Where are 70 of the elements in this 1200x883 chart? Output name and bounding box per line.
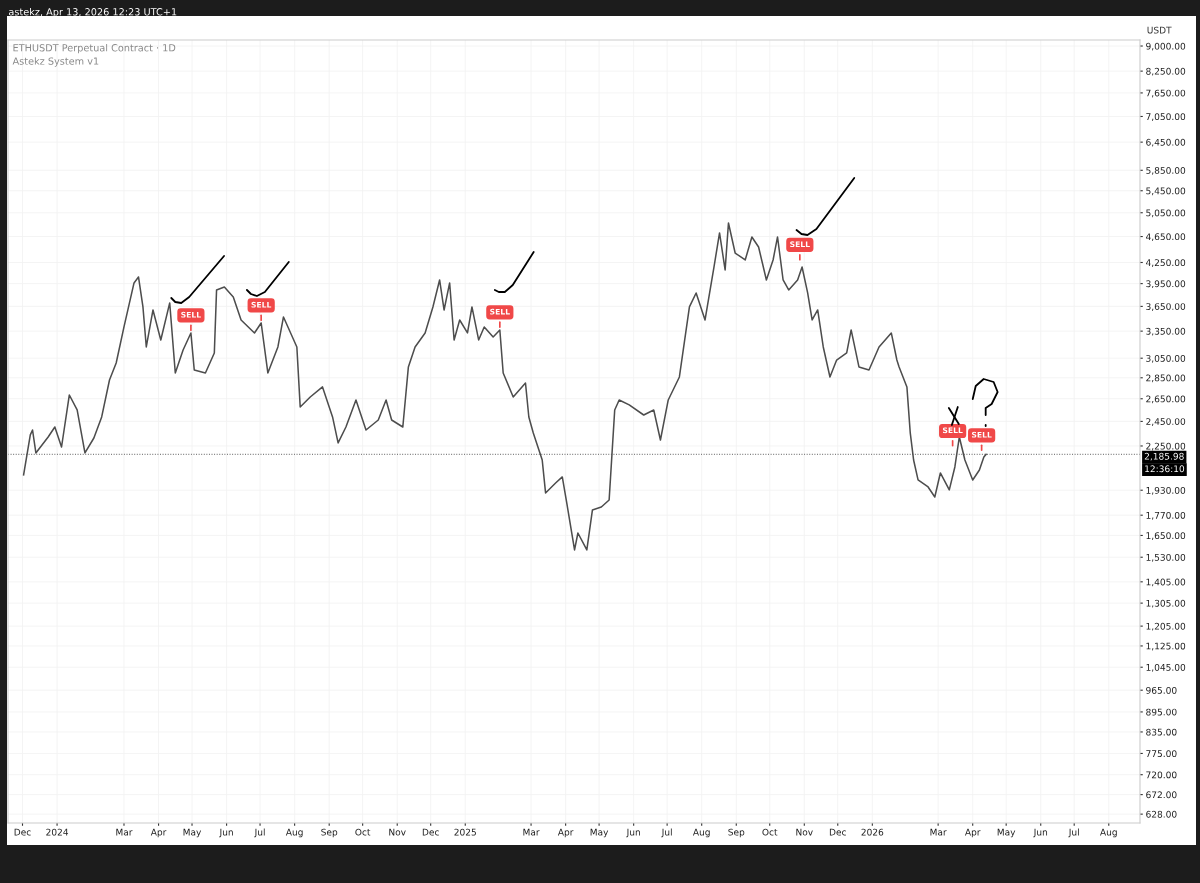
x-tick-label: Jun bbox=[1033, 828, 1048, 838]
x-tick-label: Dec bbox=[422, 828, 439, 836]
chart-title: ETHUSDT Perpetual Contract · 1D bbox=[13, 43, 176, 54]
x-tick-label: Jun bbox=[626, 828, 640, 838]
x-tick-label: Jul bbox=[254, 828, 265, 838]
y-tick-label: 1,530.00 bbox=[1146, 553, 1186, 562]
x-tick-label: Oct bbox=[762, 828, 778, 836]
y-tick-label: 3,650.00 bbox=[1146, 303, 1186, 311]
ref-line-label: 2,185.98 bbox=[1144, 452, 1184, 461]
y-tick-label: 1,205.00 bbox=[1146, 622, 1186, 631]
y-tick-label: 4,650.00 bbox=[1146, 233, 1186, 242]
text: Astekz System v1 bbox=[12, 57, 99, 67]
y-tick-label: 965.00 bbox=[1146, 686, 1177, 694]
y-tick-label: 628.00 bbox=[1146, 810, 1177, 818]
x-tick-label: Nov bbox=[389, 828, 406, 836]
x-tick-label: Apr bbox=[150, 828, 167, 838]
x-tick-label: Apr bbox=[964, 828, 981, 838]
y-tick-label: 6,450.00 bbox=[1146, 138, 1186, 147]
y-tick-label: 3,950.00 bbox=[1146, 280, 1186, 289]
x-tick-label: Apr bbox=[557, 828, 574, 838]
x-tick-label: May bbox=[997, 828, 1016, 838]
y-tick-label: 720.00 bbox=[1146, 771, 1177, 779]
y-tick-label: 3,050.00 bbox=[1146, 354, 1186, 363]
y-tick-label: 1,770.00 bbox=[1146, 511, 1186, 520]
x-tick-label: Mar bbox=[523, 828, 540, 836]
x-tick-label: Mar bbox=[930, 828, 947, 836]
x-tick-label: Dec bbox=[829, 828, 846, 836]
y-tick-label: 835.00 bbox=[1146, 728, 1177, 736]
y-axis-title: USDT bbox=[1147, 26, 1172, 34]
y-tick-label: 2,850.00 bbox=[1146, 374, 1186, 383]
y-tick-label: 895.00 bbox=[1146, 708, 1177, 716]
x-tick-label: 2026 bbox=[861, 828, 884, 836]
y-tick-label: 5,050.00 bbox=[1146, 209, 1186, 218]
x-tick-label: May bbox=[590, 828, 609, 838]
x-tick-label: Nov bbox=[796, 828, 813, 836]
y-tick-label: 5,450.00 bbox=[1146, 187, 1186, 196]
y-tick-label: 1,405.00 bbox=[1146, 578, 1186, 587]
x-tick-label: Dec bbox=[14, 828, 31, 836]
x-tick-label: Aug bbox=[692, 828, 710, 838]
y-tick-label: 2,250.00 bbox=[1146, 442, 1186, 451]
text: 12:36:10 bbox=[1145, 465, 1185, 473]
y-tick-label: 7,050.00 bbox=[1146, 113, 1186, 121]
x-tick-label: Jul bbox=[1068, 828, 1079, 838]
x-tick-label: Aug bbox=[285, 828, 303, 838]
y-tick-label: 775.00 bbox=[1146, 750, 1177, 758]
y-tick-label: 672.00 bbox=[1146, 791, 1177, 799]
x-tick-label: 2025 bbox=[454, 828, 476, 836]
y-tick-label: 9,000.00 bbox=[1146, 42, 1186, 51]
x-tick-label: Aug bbox=[1100, 828, 1117, 838]
y-tick-label: 1,305.00 bbox=[1146, 599, 1186, 608]
x-tick-label: Jul bbox=[661, 828, 672, 838]
y-tick-label: 1,650.00 bbox=[1146, 532, 1186, 540]
y-tick-label: 5,850.00 bbox=[1146, 167, 1186, 175]
y-tick-label: 1,125.00 bbox=[1146, 642, 1186, 651]
y-tick-label: 2,650.00 bbox=[1146, 395, 1186, 404]
x-tick-label: Sep bbox=[321, 828, 338, 838]
x-tick-label: May bbox=[183, 828, 202, 838]
x-tick-label: Jun bbox=[219, 828, 233, 838]
y-tick-label: 3,350.00 bbox=[1146, 327, 1186, 336]
y-tick-label: 1,045.00 bbox=[1146, 663, 1186, 672]
y-tick-label: 1,930.00 bbox=[1146, 486, 1186, 495]
y-tick-label: 8,250.00 bbox=[1146, 67, 1186, 76]
x-tick-label: Sep bbox=[728, 828, 745, 838]
x-tick-label: Oct bbox=[355, 828, 371, 836]
y-tick-label: 4,250.00 bbox=[1146, 259, 1186, 267]
x-tick-label: Mar bbox=[116, 828, 133, 836]
text: astekz, Apr 13, 2026 12:23 UTC+1 bbox=[8, 7, 177, 18]
y-tick-label: 7,650.00 bbox=[1146, 89, 1186, 98]
y-tick-label: 2,450.00 bbox=[1146, 418, 1186, 426]
x-tick-label: 2024 bbox=[46, 828, 69, 836]
